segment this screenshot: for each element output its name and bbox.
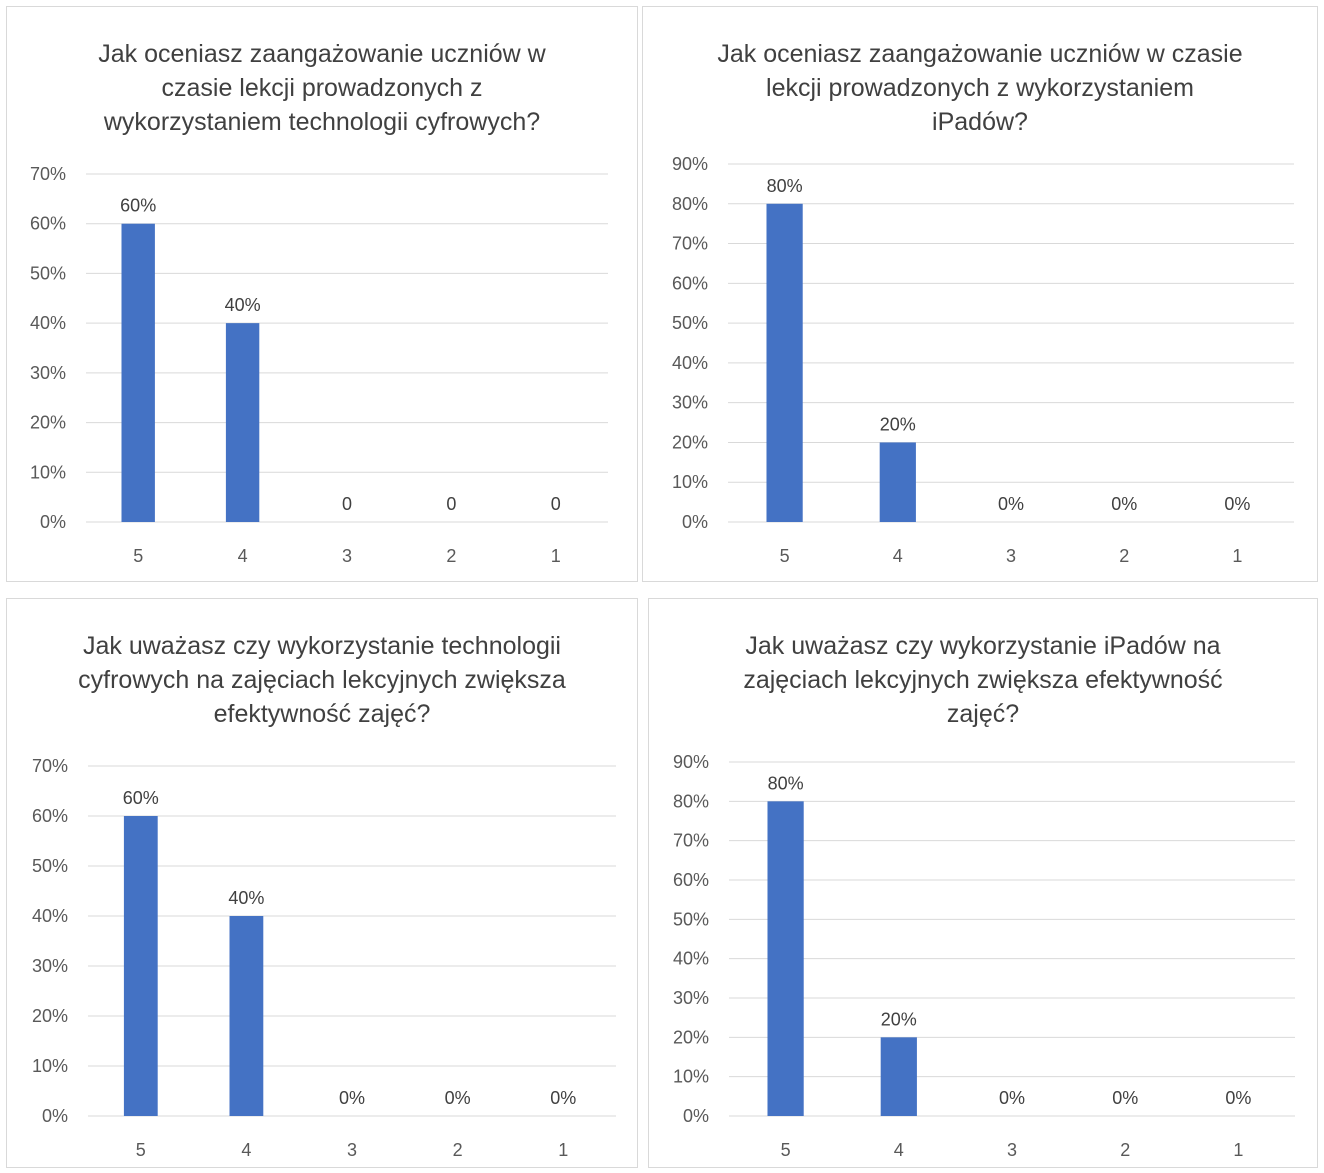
- x-tick-label: 5: [136, 1140, 146, 1160]
- chart-plot: 0% 10% 20% 30% 40% 50% 60% 70% 60% 5 40% 4 0 3 0 2 0 1: [30, 164, 608, 566]
- y-tick-label: 70%: [30, 164, 66, 184]
- y-tick-label: 40%: [32, 906, 68, 926]
- y-tick-label: 10%: [30, 462, 66, 482]
- data-label: 0%: [1112, 1088, 1138, 1108]
- chart-title: Jak oceniasz zaangażowanie uczniów w cza…: [717, 40, 1243, 136]
- data-label: 0%: [339, 1088, 365, 1108]
- y-tick-label: 0%: [40, 512, 66, 532]
- y-tick-label: 50%: [672, 313, 708, 333]
- x-tick-label: 4: [894, 1140, 904, 1160]
- x-tick-label: 3: [1006, 546, 1016, 566]
- x-tick-label: 5: [781, 1140, 791, 1160]
- chart-panel-1: Jak oceniasz zaangażowanie uczniów w cza…: [6, 6, 638, 582]
- data-label: 0%: [1225, 1088, 1251, 1108]
- y-tick-label: 20%: [672, 432, 708, 452]
- x-tick-label: 4: [238, 546, 248, 566]
- chart-panel-3: Jak uważasz czy wykorzystanie technologi…: [6, 598, 638, 1168]
- x-tick-label: 3: [347, 1140, 357, 1160]
- y-tick-label: 70%: [672, 234, 708, 254]
- y-tick-label: 20%: [30, 413, 66, 433]
- data-label: 0: [342, 494, 352, 514]
- y-tick-label: 80%: [672, 194, 708, 214]
- x-tick-label: 1: [558, 1140, 568, 1160]
- bar: [225, 323, 260, 522]
- data-label: 0%: [550, 1088, 576, 1108]
- x-tick-label: 2: [446, 546, 456, 566]
- x-tick-label: 1: [1233, 1140, 1243, 1160]
- x-tick-label: 1: [551, 546, 561, 566]
- y-tick-label: 70%: [32, 756, 68, 776]
- data-label: 20%: [880, 414, 916, 434]
- y-tick-label: 90%: [673, 752, 709, 772]
- y-tick-label: 40%: [673, 949, 709, 969]
- y-tick-label: 90%: [672, 154, 708, 174]
- chart-plot: 0%10%20%30%40%50%60%70%80%90%80%520%40%3…: [672, 154, 1294, 566]
- x-tick-label: 5: [780, 546, 790, 566]
- y-tick-label: 20%: [673, 1027, 709, 1047]
- bar: [766, 203, 803, 522]
- y-tick-label: 10%: [673, 1067, 709, 1087]
- x-tick-label: 2: [1120, 1140, 1130, 1160]
- y-tick-label: 20%: [32, 1006, 68, 1026]
- bar: [767, 801, 804, 1116]
- y-tick-label: 80%: [673, 791, 709, 811]
- data-label: 60%: [123, 788, 159, 808]
- data-label: 0: [446, 494, 456, 514]
- y-tick-label: 30%: [30, 363, 66, 383]
- y-tick-label: 60%: [672, 273, 708, 293]
- data-label: 0%: [999, 1088, 1025, 1108]
- y-tick-label: 60%: [30, 214, 66, 234]
- x-tick-label: 3: [1007, 1140, 1017, 1160]
- chart-title: Jak oceniasz zaangażowanie uczniów w cza…: [98, 40, 546, 136]
- x-tick-label: 3: [342, 546, 352, 566]
- bar: [880, 1037, 917, 1116]
- data-label: 0%: [1224, 494, 1250, 514]
- data-label: 0%: [445, 1088, 471, 1108]
- data-label: 20%: [881, 1009, 917, 1029]
- chart-plot: 0%10%20%30%40%50%60%70%60%540%40%30%20%1: [32, 756, 616, 1160]
- chart-panel-4: Jak uważasz czy wykorzystanie iPadów na …: [648, 598, 1318, 1168]
- data-label: 0: [551, 494, 561, 514]
- y-tick-label: 40%: [30, 313, 66, 333]
- data-label: 60%: [120, 196, 156, 216]
- y-tick-label: 60%: [673, 870, 709, 890]
- bar: [121, 223, 155, 522]
- chart-panel-2: Jak oceniasz zaangażowanie uczniów w cza…: [642, 6, 1318, 582]
- x-tick-label: 1: [1232, 546, 1242, 566]
- x-tick-label: 4: [241, 1140, 251, 1160]
- data-label: 40%: [225, 295, 261, 315]
- y-tick-label: 0%: [682, 512, 708, 532]
- y-tick-label: 30%: [672, 393, 708, 413]
- data-label: 80%: [768, 773, 804, 793]
- y-tick-label: 70%: [673, 831, 709, 851]
- bar: [879, 442, 916, 522]
- y-tick-label: 0%: [683, 1106, 709, 1126]
- chart-title: Jak uważasz czy wykorzystanie technologi…: [78, 632, 566, 728]
- y-tick-label: 30%: [32, 956, 68, 976]
- y-tick-label: 10%: [32, 1056, 68, 1076]
- y-tick-label: 60%: [32, 806, 68, 826]
- y-tick-label: 50%: [673, 909, 709, 929]
- y-tick-label: 50%: [30, 263, 66, 283]
- y-tick-label: 30%: [673, 988, 709, 1008]
- y-tick-label: 10%: [672, 472, 708, 492]
- bar: [229, 916, 264, 1116]
- data-label: 80%: [767, 176, 803, 196]
- chart-plot: 0%10%20%30%40%50%60%70%80%90%80%520%40%3…: [673, 752, 1295, 1160]
- y-tick-label: 0%: [42, 1106, 68, 1126]
- data-label: 0%: [1111, 494, 1137, 514]
- chart-title: Jak uważasz czy wykorzystanie iPadów na …: [743, 632, 1223, 728]
- data-label: 0%: [998, 494, 1024, 514]
- bar: [123, 816, 158, 1116]
- y-tick-label: 40%: [672, 353, 708, 373]
- x-tick-label: 2: [453, 1140, 463, 1160]
- x-tick-label: 2: [1119, 546, 1129, 566]
- y-tick-label: 50%: [32, 856, 68, 876]
- x-tick-label: 5: [133, 546, 143, 566]
- data-label: 40%: [228, 888, 264, 908]
- x-tick-label: 4: [893, 546, 903, 566]
